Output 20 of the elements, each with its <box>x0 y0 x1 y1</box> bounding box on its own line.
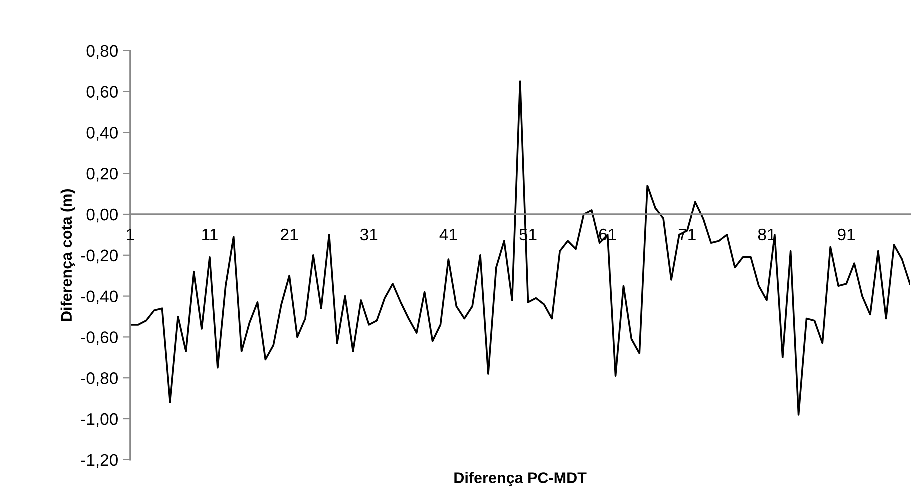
x-tick-label: 11 <box>202 228 218 240</box>
y-tick-label: -1,00 <box>81 413 118 428</box>
y-tick-label: -0,60 <box>81 332 118 346</box>
y-tick-label: 0,00 <box>86 208 118 223</box>
x-tick-label: 91 <box>838 228 855 241</box>
y-tick-label: 0,40 <box>86 127 118 141</box>
y-tick-label: -0,20 <box>81 250 118 264</box>
y-axis-title: Diferença cota (m) <box>60 190 76 322</box>
y-tick-label: -0,40 <box>81 290 118 304</box>
x-tick-label: 31 <box>360 228 378 241</box>
y-tick-label: -0,80 <box>81 372 118 386</box>
x-tick-label: 81 <box>758 228 776 241</box>
y-tick-label: -1,20 <box>81 454 118 468</box>
y-tick-label: 0,80 <box>86 45 118 60</box>
y-tick-label: 0,60 <box>86 86 118 100</box>
x-axis-title: Diferença PC-MDT <box>454 472 587 486</box>
x-tick-label: 1 <box>127 228 134 240</box>
x-tick-label: 21 <box>281 228 298 240</box>
y-tick-label: 0,20 <box>86 168 118 182</box>
x-tick-label: 41 <box>440 228 458 240</box>
